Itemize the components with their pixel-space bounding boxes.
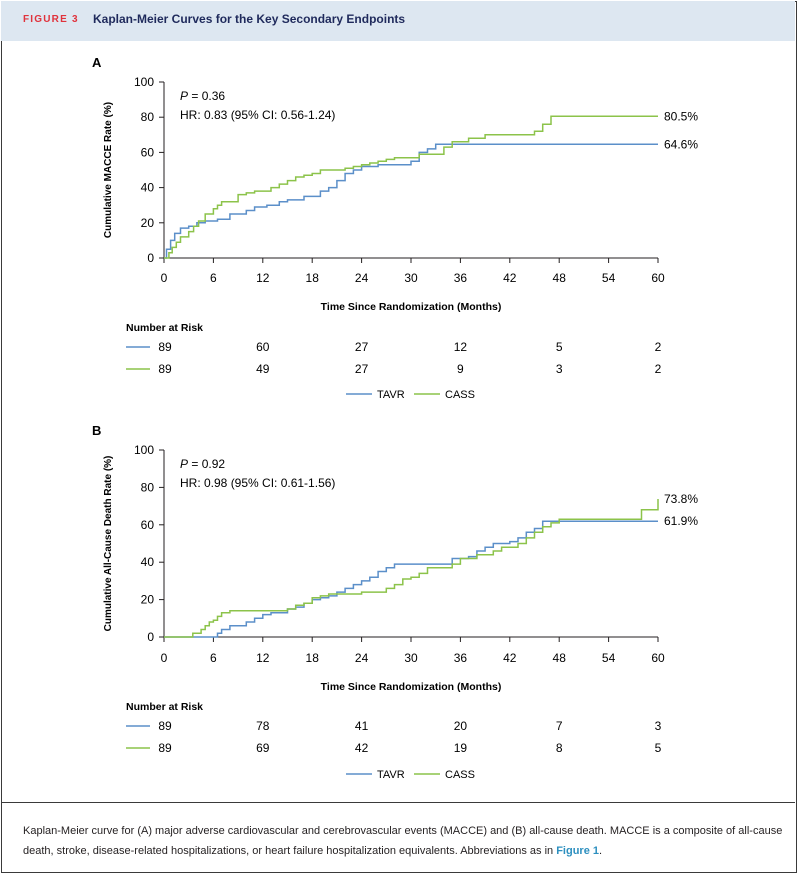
x-tick-label-a: 6 — [210, 271, 217, 285]
y-tick-label-b: 60 — [141, 518, 155, 532]
hazard-ratio-a: HR: 0.83 (95% CI: 0.56-1.24) — [180, 108, 335, 122]
risk-value-tavr-a: 5 — [556, 340, 563, 354]
x-tick-label-a: 36 — [454, 271, 468, 285]
risk-title-b: Number at Risk — [126, 701, 203, 713]
risk-value-tavr-b: 7 — [556, 719, 563, 733]
y-axis-label-b: Cumulative All-Cause Death Rate (%) — [103, 456, 114, 632]
x-axis-label-a: Time Since Randomization (Months) — [321, 301, 502, 313]
y-tick-label-a: 60 — [141, 145, 155, 159]
risk-value-tavr-a: 27 — [355, 340, 369, 354]
y-tick-label-a: 40 — [141, 181, 155, 195]
risk-value-cass-b: 5 — [655, 741, 662, 755]
risk-value-tavr-a: 12 — [454, 340, 468, 354]
p-value-text-b: = 0.92 — [188, 457, 225, 471]
risk-value-cass-a: 89 — [158, 362, 172, 376]
x-tick-label-a: 60 — [651, 271, 665, 285]
risk-value-cass-a: 3 — [556, 362, 563, 376]
risk-value-cass-a: 9 — [457, 362, 464, 376]
p-label-a: P — [180, 89, 188, 103]
risk-value-cass-b: 19 — [454, 741, 468, 755]
x-tick-label-b: 36 — [454, 651, 468, 665]
y-tick-label-a: 100 — [134, 75, 154, 89]
x-tick-label-b: 42 — [503, 651, 517, 665]
y-tick-label-a: 0 — [147, 251, 154, 265]
series-line-cass-a — [164, 115, 658, 259]
x-tick-label-a: 42 — [503, 271, 517, 285]
figure-caption: Kaplan-Meier curve for (A) major adverse… — [23, 821, 783, 861]
p-value-text-a: = 0.36 — [188, 89, 225, 103]
y-tick-label-b: 100 — [134, 443, 154, 457]
y-axis-label-a: Cumulative MACCE Rate (%) — [103, 102, 114, 238]
caption-end: . — [599, 845, 603, 857]
series-line-tavr-a — [164, 143, 658, 259]
end-label-tavr-b: 61.9% — [664, 514, 698, 528]
x-tick-label-b: 0 — [161, 651, 168, 665]
x-tick-label-a: 18 — [306, 271, 320, 285]
end-label-tavr-a: 64.6% — [664, 137, 698, 151]
x-tick-label-b: 54 — [602, 651, 616, 665]
risk-value-tavr-b: 89 — [158, 719, 172, 733]
figure-header: FIGURE 3 Kaplan-Meier Curves for the Key… — [1, 1, 795, 41]
risk-value-tavr-a: 2 — [655, 340, 662, 354]
x-tick-label-a: 48 — [553, 271, 567, 285]
x-tick-label-a: 12 — [256, 271, 270, 285]
figure-title: Kaplan-Meier Curves for the Key Secondar… — [93, 12, 406, 26]
caption-box: Kaplan-Meier curve for (A) major adverse… — [1, 802, 795, 872]
legend-label-cass-b: CASS — [445, 769, 475, 781]
x-tick-label-b: 48 — [553, 651, 567, 665]
risk-title-a: Number at Risk — [126, 322, 203, 334]
figure-label: FIGURE 3 — [23, 14, 79, 25]
risk-value-cass-b: 8 — [556, 741, 563, 755]
x-tick-label-b: 24 — [355, 651, 369, 665]
legend-label-cass-a: CASS — [445, 389, 475, 401]
x-tick-label-a: 0 — [161, 271, 168, 285]
p-value-a: P = 0.36 — [180, 89, 225, 103]
legend-label-tavr-a: TAVR — [377, 389, 405, 401]
risk-value-tavr-a: 89 — [158, 340, 172, 354]
risk-value-cass-a: 2 — [655, 362, 662, 376]
x-tick-label-a: 30 — [404, 271, 418, 285]
risk-value-cass-b: 42 — [355, 741, 369, 755]
risk-value-tavr-b: 20 — [454, 719, 468, 733]
end-label-cass-a: 80.5% — [664, 109, 698, 123]
x-tick-label-a: 24 — [355, 271, 369, 285]
x-tick-label-b: 60 — [651, 651, 665, 665]
risk-value-cass-a: 49 — [256, 362, 270, 376]
x-tick-label-a: 54 — [602, 271, 616, 285]
caption-text: Kaplan-Meier curve for (A) major adverse… — [23, 825, 783, 857]
y-tick-label-b: 40 — [141, 555, 155, 569]
x-tick-label-b: 12 — [256, 651, 270, 665]
risk-value-tavr-b: 3 — [655, 719, 662, 733]
hazard-ratio-b: HR: 0.98 (95% CI: 0.61-1.56) — [180, 476, 335, 490]
x-tick-label-b: 6 — [210, 651, 217, 665]
p-label-b: P — [180, 457, 188, 471]
y-tick-label-a: 20 — [141, 216, 155, 230]
risk-value-cass-b: 69 — [256, 741, 270, 755]
risk-value-tavr-a: 60 — [256, 340, 270, 354]
end-label-cass-b: 73.8% — [664, 492, 698, 506]
series-line-tavr-b — [164, 520, 658, 638]
figure-link[interactable]: Figure 1 — [556, 845, 599, 857]
x-tick-label-b: 18 — [306, 651, 320, 665]
y-tick-label-b: 0 — [147, 630, 154, 644]
p-value-b: P = 0.92 — [180, 457, 225, 471]
risk-value-tavr-b: 78 — [256, 719, 270, 733]
x-axis-label-b: Time Since Randomization (Months) — [321, 681, 502, 693]
risk-value-cass-a: 27 — [355, 362, 369, 376]
y-tick-label-a: 80 — [141, 110, 155, 124]
risk-value-tavr-b: 41 — [355, 719, 369, 733]
panel-label-b: B — [92, 423, 101, 438]
x-tick-label-b: 30 — [404, 651, 418, 665]
legend-label-tavr-b: TAVR — [377, 769, 405, 781]
y-tick-label-b: 20 — [141, 593, 155, 607]
risk-value-cass-b: 89 — [158, 741, 172, 755]
series-line-cass-b — [164, 499, 659, 638]
panel-label-a: A — [92, 55, 102, 70]
y-tick-label-b: 80 — [141, 480, 155, 494]
